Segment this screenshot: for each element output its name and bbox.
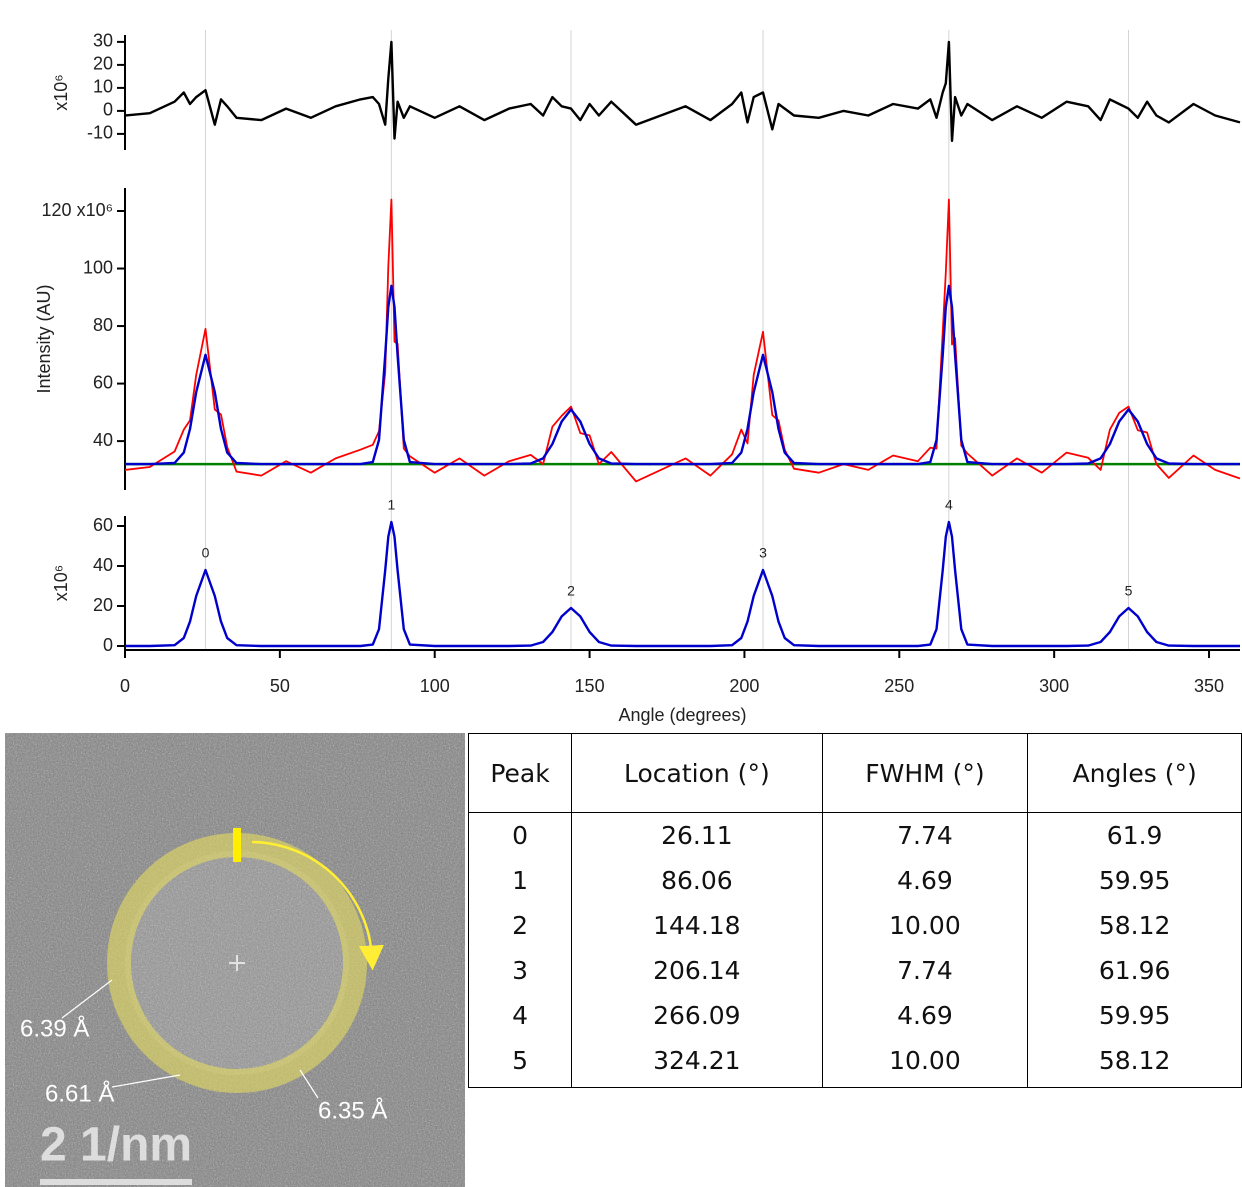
header-cell: FWHM (°) bbox=[821, 733, 1029, 813]
table-row: 1 86.06 4.69 59.95 bbox=[467, 858, 1242, 903]
x-axis-label: Angle (degrees) bbox=[618, 705, 746, 725]
table-cell: 324.21 bbox=[571, 1038, 823, 1088]
table-cell: 58.12 bbox=[1027, 903, 1242, 948]
peak-label: 4 bbox=[945, 497, 953, 513]
peak-label: 5 bbox=[1125, 583, 1133, 599]
y-tick-label: 120 x10⁶ bbox=[42, 200, 113, 220]
peak-lines bbox=[205, 30, 1129, 650]
y-tick-label: 30 bbox=[93, 31, 113, 51]
table-cell: 10.00 bbox=[821, 1038, 1029, 1088]
table-cell: 266.09 bbox=[571, 993, 823, 1038]
peak-label: 3 bbox=[759, 545, 767, 561]
table-cell: 59.95 bbox=[1027, 993, 1242, 1038]
table-cell: 61.96 bbox=[1027, 948, 1242, 993]
table-cell: 10.00 bbox=[821, 903, 1029, 948]
y-tick-label: -10 bbox=[87, 123, 113, 143]
y-tick-label: 40 bbox=[93, 430, 113, 450]
x-tick-label: 150 bbox=[575, 676, 605, 696]
image-noise bbox=[5, 733, 465, 1187]
leader-lines bbox=[61, 979, 319, 1099]
table-row: 2 144.18 10.00 58.12 bbox=[467, 903, 1242, 948]
table-cell: 4 bbox=[467, 993, 573, 1038]
table-cell: 4.69 bbox=[821, 858, 1029, 903]
y-tick-label: 10 bbox=[93, 77, 113, 97]
y-tick-label: 20 bbox=[93, 595, 113, 615]
table-row: 5 324.21 10.00 58.12 bbox=[467, 1038, 1242, 1088]
y-tick-label: 0 bbox=[103, 100, 113, 120]
table-cell: 144.18 bbox=[571, 903, 823, 948]
table-cell: 4.69 bbox=[821, 993, 1029, 1038]
peak-label: 0 bbox=[202, 545, 210, 561]
table-cell: 1 bbox=[467, 858, 573, 903]
x-tick-label: 50 bbox=[270, 676, 290, 696]
x-tick-label: 250 bbox=[884, 676, 914, 696]
x-tick-label: 200 bbox=[729, 676, 759, 696]
micrograph: 6.39 Å 6.61 Å 6.35 Å 2 1/nm bbox=[5, 733, 465, 1187]
y-tick-label: 60 bbox=[93, 515, 113, 535]
table-cell: 58.12 bbox=[1027, 1038, 1242, 1088]
series-line bbox=[124, 198, 1241, 483]
table-cell: 86.06 bbox=[571, 858, 823, 903]
scale-bar-label: 2 1/nm bbox=[40, 1119, 192, 1172]
y-tick-label: 100 bbox=[83, 257, 113, 277]
table-cell: 206.14 bbox=[571, 948, 823, 993]
table-cell: 61.9 bbox=[1027, 812, 1242, 858]
y-tick-label: 20 bbox=[93, 54, 113, 74]
table-cell: 3 bbox=[467, 948, 573, 993]
peak-label: 2 bbox=[567, 583, 575, 599]
x-tick-label: 300 bbox=[1039, 676, 1069, 696]
table-cell: 7.74 bbox=[821, 812, 1029, 858]
y-tick-label: 60 bbox=[93, 372, 113, 392]
header-cell: Angles (°) bbox=[1027, 733, 1242, 813]
table-cell: 59.95 bbox=[1027, 858, 1242, 903]
header-cell: Peak bbox=[467, 733, 573, 813]
series-line bbox=[125, 284, 1240, 466]
start-mark bbox=[233, 828, 241, 862]
table-cell: 5 bbox=[467, 1038, 573, 1088]
center-mark bbox=[229, 955, 245, 971]
scale-bar bbox=[40, 1179, 192, 1185]
image-label: 6.35 Å bbox=[318, 1096, 387, 1124]
y-axis-label: x10⁶ bbox=[51, 565, 71, 601]
table-cell: 7.74 bbox=[821, 948, 1029, 993]
table-row: 0 26.11 7.74 61.9 bbox=[467, 812, 1242, 858]
y-tick-label: 40 bbox=[93, 555, 113, 575]
table-row: 3 206.14 7.74 61.96 bbox=[467, 948, 1242, 993]
y-tick-label: 0 bbox=[103, 635, 113, 655]
x-tick-label: 0 bbox=[120, 676, 130, 696]
y-axis-label: x10⁶ bbox=[51, 74, 71, 110]
image-label: 6.39 Å bbox=[20, 1014, 89, 1042]
x-tick-label: 100 bbox=[420, 676, 450, 696]
y-axis-label: Intensity (AU) bbox=[34, 284, 54, 393]
x-tick-label: 350 bbox=[1194, 676, 1224, 696]
table-cell: 26.11 bbox=[571, 812, 823, 858]
peak-table: Peak Location (°) FWHM (°) Angles (°) 0 26.11… bbox=[467, 733, 1242, 1088]
table-cell: 0 bbox=[467, 812, 573, 858]
y-tick-label: 80 bbox=[93, 315, 113, 335]
table-cell: 2 bbox=[467, 903, 573, 948]
peak-label: 1 bbox=[387, 497, 395, 513]
direction-arrow bbox=[251, 840, 384, 971]
table-header: Peak Location (°) FWHM (°) Angles (°) bbox=[467, 733, 1242, 813]
table-body: 0 26.11 7.74 61.9 1 86.06 4.69 59.95 2 144.18 10.0… bbox=[467, 812, 1242, 1088]
series-line bbox=[124, 40, 1241, 142]
table-row: 4 266.09 4.69 59.95 bbox=[467, 993, 1242, 1038]
series-line bbox=[125, 520, 1240, 648]
image-label: 6.61 Å bbox=[45, 1079, 114, 1107]
header-cell: Location (°) bbox=[571, 733, 823, 813]
